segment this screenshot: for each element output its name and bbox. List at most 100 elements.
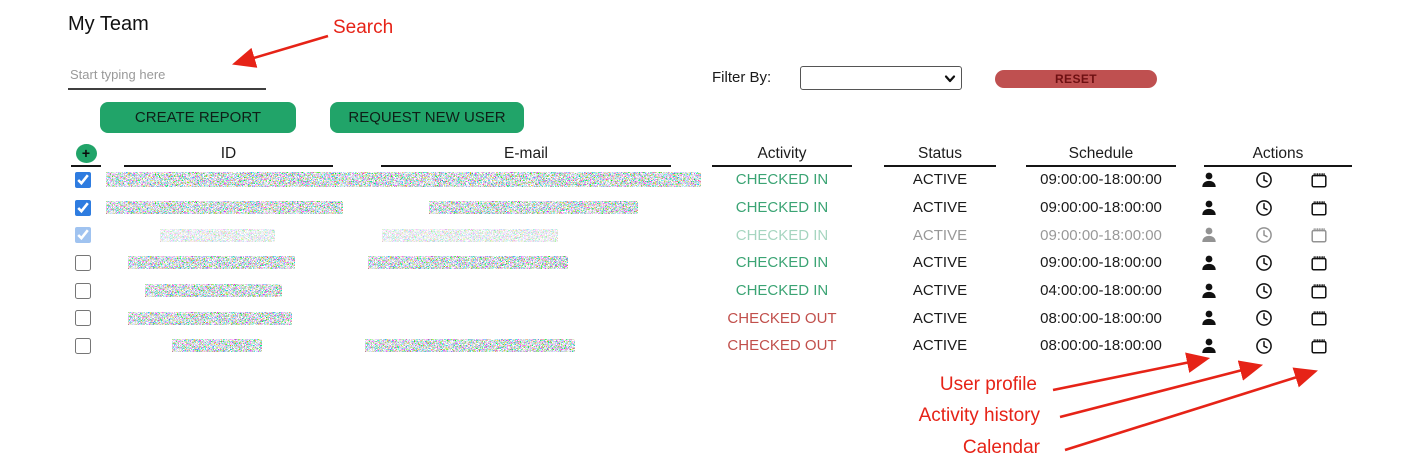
redacted-id-text [160, 228, 275, 242]
status-cell: ACTIVE [912, 282, 968, 300]
activity-cell: CHECKED IN [735, 282, 829, 300]
activity-history-button[interactable] [1255, 254, 1273, 272]
user-profile-button[interactable] [1200, 199, 1218, 217]
reset-button[interactable]: RESET [995, 70, 1157, 88]
row-select-checkbox[interactable] [75, 171, 91, 188]
calendar-arrow [1064, 367, 1318, 452]
user-profile-arrow [1052, 352, 1211, 392]
calendar-button[interactable] [1310, 171, 1328, 189]
status-cell: ACTIVE [912, 337, 968, 355]
column-header-id: ID [220, 145, 237, 162]
redacted-id-text [128, 256, 295, 270]
header-underline [71, 165, 101, 167]
annotation-activity-history: Activity history [918, 405, 1040, 426]
user-profile-button[interactable] [1200, 309, 1218, 327]
redacted-id-text [106, 172, 701, 188]
row-select-checkbox[interactable] [75, 227, 91, 244]
user-icon [1202, 310, 1216, 326]
clock-icon [1256, 338, 1272, 354]
annotation-calendar: Calendar [962, 437, 1040, 458]
schedule-cell: 09:00:00-18:00:00 [1040, 171, 1162, 189]
redacted-email-text [365, 339, 575, 353]
calendar-icon [1311, 256, 1327, 271]
request-new-user-button[interactable]: REQUEST NEW USER [330, 102, 524, 133]
activity-history-button[interactable] [1255, 226, 1273, 244]
redacted-id-text [128, 311, 292, 325]
row-select-checkbox[interactable] [75, 282, 91, 299]
table-header-row: + ID E-mail Activity Status Schedule Act… [66, 144, 1356, 167]
activity-history-button[interactable] [1255, 337, 1273, 355]
create-report-button[interactable]: CREATE REPORT [100, 102, 296, 133]
clock-icon [1256, 227, 1272, 244]
column-header-actions: Actions [1252, 145, 1304, 162]
clock-icon [1256, 310, 1272, 327]
redacted-email-text [429, 201, 638, 215]
user-icon [1202, 283, 1216, 298]
clock-icon [1256, 171, 1272, 188]
activity-history-button[interactable] [1255, 309, 1273, 327]
row-select-checkbox[interactable] [75, 310, 91, 327]
schedule-cell: 09:00:00-18:00:00 [1040, 226, 1162, 244]
redacted-id-text [172, 339, 262, 353]
calendar-button[interactable] [1310, 309, 1328, 327]
team-table: + ID E-mail Activity Status Schedule Act… [66, 144, 1356, 360]
column-header-email: E-mail [504, 145, 548, 162]
schedule-cell: 04:00:00-18:00:00 [1040, 282, 1162, 300]
status-cell: ACTIVE [912, 226, 968, 244]
table-row: CHECKED IN ACTIVE 04:00:00-18:00:00 [66, 277, 1356, 305]
calendar-icon [1311, 228, 1327, 243]
activity-cell: CHECKED IN [735, 254, 829, 272]
schedule-cell: 08:00:00-18:00:00 [1040, 337, 1162, 355]
user-icon [1202, 338, 1216, 353]
calendar-button[interactable] [1310, 254, 1328, 272]
activity-history-button[interactable] [1255, 199, 1273, 217]
annotation-search: Search [333, 17, 394, 38]
schedule-cell: 09:00:00-18:00:00 [1040, 199, 1162, 217]
filter-by-select[interactable] [800, 66, 962, 90]
activity-history-arrow [1059, 360, 1264, 419]
search-input[interactable] [68, 60, 266, 90]
calendar-button[interactable] [1310, 337, 1328, 355]
schedule-cell: 08:00:00-18:00:00 [1040, 309, 1162, 327]
annotation-user-profile: User profile [939, 374, 1037, 395]
search-arrow [232, 34, 329, 68]
calendar-button[interactable] [1310, 199, 1328, 217]
clock-icon [1256, 199, 1272, 216]
activity-cell: CHECKED IN [735, 226, 829, 244]
table-row: CHECKED IN ACTIVE 09:00:00-18:00:00 [66, 194, 1356, 222]
row-select-checkbox[interactable] [75, 254, 91, 271]
activity-history-button[interactable] [1255, 171, 1273, 189]
add-user-button[interactable]: + [75, 144, 97, 163]
calendar-icon [1311, 339, 1327, 354]
activity-cell: CHECKED IN [735, 199, 829, 217]
table-row: CHECKED IN ACTIVE 09:00:00-18:00:00 [66, 166, 1356, 194]
table-body: CHECKED IN ACTIVE 09:00:00-18:00:00 CHEC… [66, 166, 1356, 360]
row-select-checkbox[interactable] [75, 337, 91, 354]
user-profile-button[interactable] [1200, 226, 1218, 244]
schedule-cell: 09:00:00-18:00:00 [1040, 254, 1162, 272]
column-header-status: Status [918, 145, 962, 162]
user-icon [1202, 200, 1216, 215]
redacted-email-text [368, 256, 568, 270]
user-icon [1202, 227, 1216, 243]
user-profile-button[interactable] [1200, 254, 1218, 272]
calendar-icon [1311, 200, 1327, 216]
redacted-id-text [145, 284, 282, 298]
status-cell: ACTIVE [912, 171, 968, 189]
calendar-button[interactable] [1310, 226, 1328, 244]
user-profile-button[interactable] [1200, 171, 1218, 189]
calendar-button[interactable] [1310, 282, 1328, 300]
filter-by-label: Filter By: [712, 69, 772, 86]
user-icon [1202, 255, 1216, 270]
status-cell: ACTIVE [912, 199, 968, 217]
activity-history-button[interactable] [1255, 282, 1273, 300]
row-select-checkbox[interactable] [75, 199, 91, 216]
user-profile-button[interactable] [1200, 337, 1218, 355]
user-profile-button[interactable] [1200, 282, 1218, 300]
table-row: CHECKED IN ACTIVE 09:00:00-18:00:00 [66, 249, 1356, 277]
status-cell: ACTIVE [912, 254, 968, 272]
table-row: CHECKED IN ACTIVE 09:00:00-18:00:00 [66, 221, 1356, 249]
redacted-id-text [106, 201, 343, 215]
column-header-activity: Activity [757, 145, 807, 162]
